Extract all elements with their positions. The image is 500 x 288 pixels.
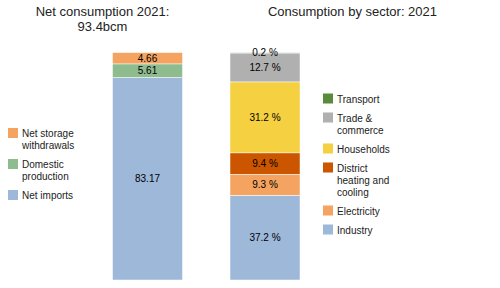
data-label: 9.3 % bbox=[252, 179, 278, 190]
title: Consumption by sector: 2021 bbox=[268, 4, 437, 19]
legend-swatch bbox=[323, 206, 333, 216]
legend-swatch bbox=[8, 159, 18, 169]
bar-segment bbox=[230, 153, 300, 174]
legend-item: Transport bbox=[323, 94, 380, 105]
legend-label: Households bbox=[337, 144, 390, 155]
legend-item: Districtheating andcooling bbox=[323, 163, 389, 198]
legend-swatch bbox=[323, 225, 333, 235]
legend-item: Households bbox=[323, 144, 390, 155]
bar-segment bbox=[230, 195, 300, 280]
bar-segment bbox=[113, 53, 183, 64]
legend-item: Industry bbox=[323, 225, 373, 236]
legend-label: Districtheating andcooling bbox=[337, 163, 389, 198]
data-label: 83.17 bbox=[135, 173, 160, 184]
data-label: 5.61 bbox=[138, 65, 158, 76]
background bbox=[0, 0, 500, 288]
legend-swatch bbox=[323, 163, 333, 173]
legend-item: Net imports bbox=[8, 190, 73, 201]
panel: Consumption by sector: 2021 37.2 % 9.3 % 9.… bbox=[230, 4, 437, 280]
legend-label: Trade &commerce bbox=[337, 113, 384, 136]
chart-root: Net consumption 2021:93.4bcm 83.17 5.614.6… bbox=[0, 0, 500, 288]
bar-segment bbox=[230, 174, 300, 195]
data-label: 4.66 bbox=[138, 53, 158, 64]
legend-label: Electricity bbox=[337, 206, 380, 217]
legend-swatch bbox=[323, 94, 333, 104]
data-labels: 83.17 5.614.66 bbox=[135, 53, 160, 185]
legend-item: Domesticproduction bbox=[8, 159, 69, 182]
bars bbox=[230, 53, 300, 280]
data-label: 12.7 % bbox=[249, 62, 280, 73]
data-label: 0.2 % bbox=[252, 47, 278, 58]
bar-segment bbox=[230, 82, 300, 153]
legend-label: Domesticproduction bbox=[22, 159, 69, 182]
legend-swatch bbox=[323, 144, 333, 154]
title: Net consumption 2021:93.4bcm bbox=[36, 4, 170, 34]
legend-item: Net storagewithdrawals bbox=[8, 128, 74, 151]
bar-segment bbox=[113, 64, 183, 78]
legend: Transport Trade &commerce Households Distri… bbox=[323, 94, 390, 236]
legend-label: Transport bbox=[337, 94, 380, 105]
legend-label: Net imports bbox=[22, 190, 73, 201]
legend: Net storagewithdrawals Domesticproduction… bbox=[8, 128, 74, 201]
bar-segment bbox=[113, 78, 183, 280]
legend-label: Net storagewithdrawals bbox=[21, 128, 74, 151]
data-label: 9.4 % bbox=[252, 158, 278, 169]
data-labels: 37.2 % 9.3 % 9.4 % 31.2 % 12.7 % 0.2 % bbox=[249, 47, 280, 243]
panel: Net consumption 2021:93.4bcm 83.17 5.614.6… bbox=[8, 4, 183, 280]
data-label: 37.2 % bbox=[249, 232, 280, 243]
legend-swatch bbox=[8, 128, 18, 138]
data-label: 31.2 % bbox=[249, 112, 280, 123]
legend-swatch bbox=[323, 113, 333, 123]
legend-item: Electricity bbox=[323, 206, 380, 217]
legend-swatch bbox=[8, 190, 18, 200]
legend-item: Trade &commerce bbox=[323, 113, 384, 136]
bars bbox=[113, 53, 183, 280]
legend-label: Industry bbox=[337, 225, 373, 236]
